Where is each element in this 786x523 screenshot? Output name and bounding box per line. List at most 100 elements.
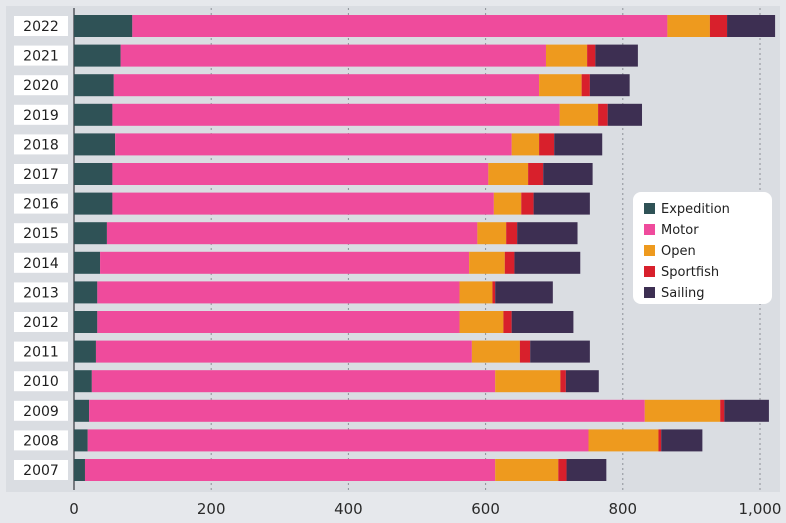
year-label-box <box>14 134 68 155</box>
bar-segment-open <box>459 281 493 304</box>
bar-segment-expedition <box>74 399 90 422</box>
bar-segment-motor <box>115 133 512 156</box>
year-label-text: 2009 <box>23 404 59 420</box>
bar-segment-sailing <box>514 251 581 274</box>
bar-row-2013 <box>74 281 553 304</box>
year-label: 2012 <box>14 312 68 332</box>
bar-segment-expedition <box>74 251 101 274</box>
bar-segment-open <box>511 133 540 156</box>
year-label-text: 2016 <box>23 197 59 213</box>
year-label-box <box>14 252 68 273</box>
bar-row-2010 <box>74 370 599 393</box>
bar-segment-open <box>545 44 588 67</box>
x-tick-label: 0 <box>69 500 79 518</box>
bar-segment-sailing <box>511 311 574 333</box>
y-tick-labels: 2022 2021 2020 2019 2018 2017 2016 2015 2014 2013… <box>14 16 68 480</box>
bar-segment-sportfish <box>492 281 496 304</box>
bar-row-2012 <box>74 311 574 333</box>
bar-segment-expedition <box>74 340 96 363</box>
year-label-text: 2021 <box>23 49 59 65</box>
year-label-text: 2022 <box>23 19 59 35</box>
x-tick-label: 400 <box>334 500 363 518</box>
bar-segment-expedition <box>74 429 88 452</box>
bar-segment-motor <box>95 340 472 363</box>
bar-segment-motor <box>84 459 496 481</box>
bar-segment-expedition <box>74 74 114 97</box>
bar-segment-sailing <box>607 103 643 126</box>
year-label-box <box>14 16 68 36</box>
bar-segment-sportfish <box>709 15 728 37</box>
legend-item-open: Open <box>644 244 696 259</box>
bar-segment-motor <box>91 370 496 393</box>
year-label-text: 2018 <box>23 137 59 153</box>
bar-segment-sailing <box>661 429 703 452</box>
bar-segment-motor <box>89 399 645 422</box>
year-label: 2007 <box>14 460 68 480</box>
legend-swatch <box>644 287 655 298</box>
x-tick-label: 800 <box>608 500 637 518</box>
legend: Expedition Motor Open Sportfish Sailing <box>633 192 772 304</box>
legend-swatch <box>644 266 655 277</box>
bar-row-2016 <box>74 192 590 215</box>
bar-segment-sailing <box>566 459 607 481</box>
legend-label: Motor <box>661 223 699 238</box>
bar-segment-open <box>644 399 721 422</box>
bar-segment-expedition <box>74 281 98 304</box>
year-label-box <box>14 430 68 451</box>
year-label: 2011 <box>14 341 68 362</box>
year-label-text: 2020 <box>23 78 59 94</box>
year-label-text: 2010 <box>23 374 59 390</box>
bar-segment-sailing <box>543 163 593 185</box>
legend-label: Open <box>661 244 696 259</box>
legend-item-expedition: Expedition <box>644 202 730 217</box>
year-label-box <box>14 223 68 244</box>
bar-segment-open <box>488 163 529 185</box>
bar-segment-motor <box>97 281 460 304</box>
bar-segment-motor <box>87 429 589 452</box>
bar-segment-motor <box>112 192 494 215</box>
year-label: 2017 <box>14 164 68 184</box>
bar-row-2008 <box>74 429 703 452</box>
bar-segment-open <box>495 370 561 393</box>
bar-row-2011 <box>74 340 590 363</box>
bar-segment-sportfish <box>504 251 515 274</box>
bar-segment-motor <box>97 311 460 333</box>
year-label-box <box>14 460 68 480</box>
year-label-box <box>14 193 68 214</box>
x-tick-labels: 0 200 400 600 800 1,000 <box>69 500 781 518</box>
year-label: 2019 <box>14 104 68 125</box>
bar-segment-expedition <box>74 311 98 333</box>
bar-segment-expedition <box>74 192 113 215</box>
bar-segment-sportfish <box>519 340 531 363</box>
bar-row-2017 <box>74 163 593 185</box>
bar-row-2021 <box>74 44 638 67</box>
bar-segment-open <box>495 459 559 481</box>
legend-swatch <box>644 224 655 235</box>
x-tick-label: 1,000 <box>739 500 782 518</box>
year-label-text: 2015 <box>23 226 59 242</box>
year-label-box <box>14 164 68 184</box>
year-label-box <box>14 75 68 96</box>
bar-segment-motor <box>113 74 540 97</box>
year-label-text: 2008 <box>23 433 59 449</box>
bar-segment-sportfish <box>581 74 590 97</box>
bar-row-2015 <box>74 222 578 245</box>
bar-segment-expedition <box>74 370 92 393</box>
year-label-box <box>14 400 68 421</box>
bar-segment-sportfish <box>587 44 596 67</box>
bar-segment-motor <box>120 44 546 67</box>
legend-swatch <box>644 203 655 214</box>
bar-segment-expedition <box>74 103 113 126</box>
year-label-box <box>14 282 68 303</box>
year-label: 2008 <box>14 430 68 451</box>
bar-segment-expedition <box>74 133 116 156</box>
bar-segment-motor <box>100 251 470 274</box>
bar-segment-expedition <box>74 459 85 481</box>
bar-segment-sailing <box>589 74 630 97</box>
year-label-text: 2007 <box>23 463 59 479</box>
bar-row-2022 <box>74 15 776 37</box>
legend-label: Expedition <box>661 202 730 217</box>
bar-segment-motor <box>132 15 668 37</box>
bar-segment-open <box>477 222 507 245</box>
